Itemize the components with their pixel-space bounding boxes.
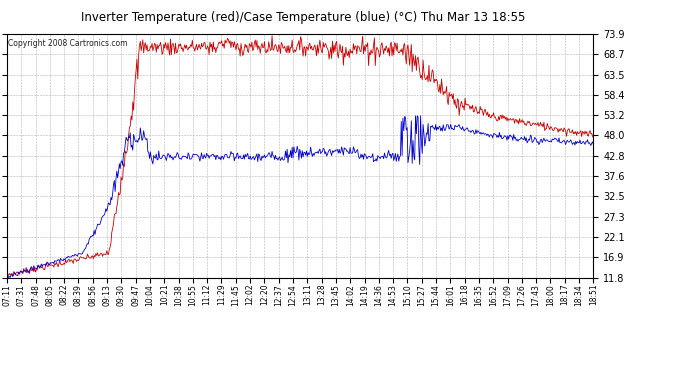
Text: Inverter Temperature (red)/Case Temperature (blue) (°C) Thu Mar 13 18:55: Inverter Temperature (red)/Case Temperat… [81, 11, 526, 24]
Text: Copyright 2008 Cartronics.com: Copyright 2008 Cartronics.com [8, 39, 128, 48]
